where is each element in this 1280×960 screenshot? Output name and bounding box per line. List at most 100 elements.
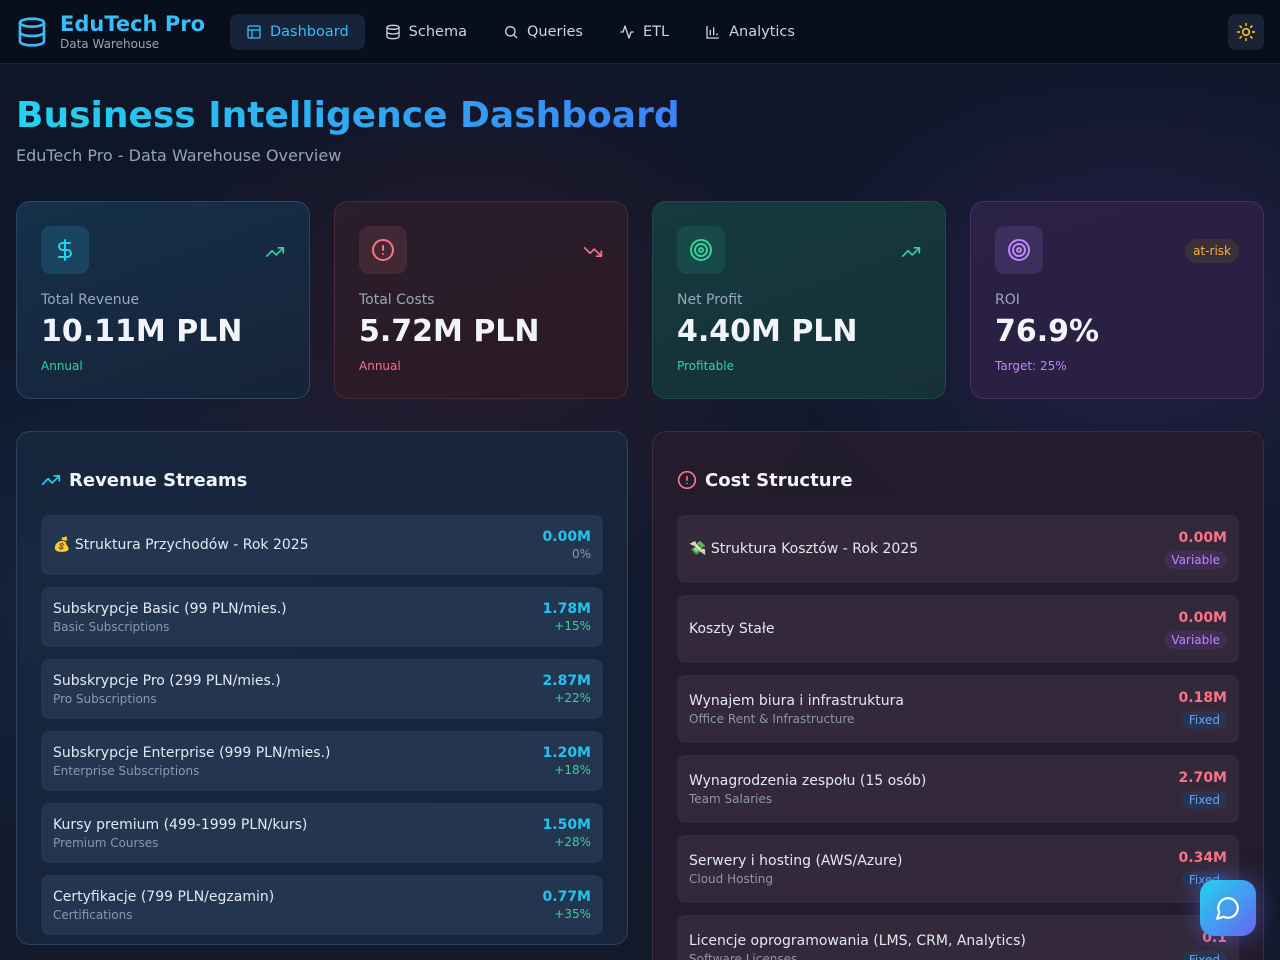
- kpi-footer: Annual: [359, 359, 401, 373]
- item-name: Serwery i hosting (AWS/Azure): [689, 852, 903, 869]
- list-item[interactable]: Subskrypcje Basic (99 PLN/mies.) Basic Su…: [41, 587, 603, 647]
- kpi-card-revenue: Total Revenue 10.11M PLN Annual: [16, 201, 310, 399]
- list-item[interactable]: Licencje oprogramowania (LMS, CRM, Analy…: [677, 915, 1239, 960]
- item-amount: 1.20M: [542, 745, 591, 761]
- alert-circle-icon: [677, 470, 697, 490]
- list-item[interactable]: Koszty Stałe 0.00M Variable: [677, 595, 1239, 663]
- item-name: Subskrypcje Pro (299 PLN/mies.): [53, 672, 281, 689]
- item-amount: 1.50M: [542, 817, 591, 833]
- nav-schema-label: Schema: [408, 23, 467, 40]
- item-name: Kursy premium (499-1999 PLN/kurs): [53, 816, 308, 833]
- item-amount: 0.18M: [1178, 690, 1227, 706]
- nav-queries[interactable]: Queries: [487, 14, 599, 50]
- kpi-card-roi: at-risk ROI 76.9% Target: 25%: [970, 201, 1264, 399]
- nav-analytics[interactable]: Analytics: [689, 14, 811, 50]
- page-title: Business Intelligence Dashboard: [16, 95, 680, 136]
- list-item[interactable]: Subskrypcje Enterprise (999 PLN/mies.) En…: [41, 731, 603, 791]
- chat-button[interactable]: [1200, 880, 1256, 936]
- theme-toggle-button[interactable]: [1228, 14, 1264, 50]
- item-subtitle: Premium Courses: [53, 835, 159, 850]
- target-icon: [690, 239, 712, 261]
- kpi-value: 5.72M PLN: [359, 314, 540, 349]
- list-item[interactable]: Serwery i hosting (AWS/Azure) Cloud Hosti…: [677, 835, 1239, 903]
- kpi-label: Total Costs: [359, 292, 435, 308]
- database-icon: [386, 24, 400, 39]
- list-item[interactable]: Certyfikacje (799 PLN/egzamin) Certificat…: [41, 875, 603, 935]
- kpi-value: 4.40M PLN: [677, 314, 858, 349]
- item-subtitle: Office Rent & Infrastructure: [689, 711, 855, 726]
- item-amount: 0.00M: [1178, 530, 1227, 546]
- item-name: Licencje oprogramowania (LMS, CRM, Analy…: [689, 932, 1026, 949]
- dollar-icon: [58, 239, 72, 261]
- cost-type-tag: Fixed: [1181, 791, 1227, 809]
- nav-dashboard-label: Dashboard: [270, 23, 349, 40]
- kpi-card-profit: Net Profit 4.40M PLN Profitable: [652, 201, 946, 399]
- item-name: 💸 Struktura Kosztów - Rok 2025: [689, 541, 919, 557]
- item-subtitle: Software Licenses: [689, 951, 798, 960]
- item-change: +35%: [554, 907, 591, 921]
- item-name: Wynajem biura i infrastruktura: [689, 692, 904, 709]
- item-amount: 1.78M: [542, 601, 591, 617]
- nav-queries-label: Queries: [526, 23, 583, 40]
- cost-type-tag: Variable: [1164, 551, 1227, 569]
- message-circle-icon: [1216, 897, 1239, 920]
- bar-chart-icon: [706, 25, 720, 39]
- page-subtitle: EduTech Pro - Data Warehouse Overview: [16, 146, 342, 165]
- sun-icon: [1236, 22, 1256, 42]
- brand[interactable]: EduTech Pro Data Warehouse: [16, 12, 230, 52]
- list-item[interactable]: 💰 Struktura Przychodów - Rok 2025 0.00M 0…: [41, 515, 603, 575]
- search-icon: [504, 25, 518, 38]
- list-item[interactable]: Wynagrodzenia zespołu (15 osób) Team Sala…: [677, 755, 1239, 823]
- item-name: Subskrypcje Basic (99 PLN/mies.): [53, 600, 287, 617]
- list-item[interactable]: Subskrypcje Pro (299 PLN/mies.) Pro Subsc…: [41, 659, 603, 719]
- item-subtitle: Basic Subscriptions: [53, 619, 170, 634]
- item-subtitle: Cloud Hosting: [689, 871, 773, 886]
- item-subtitle: Enterprise Subscriptions: [53, 763, 200, 778]
- kpi-card-costs: Total Costs 5.72M PLN Annual: [334, 201, 628, 399]
- nav-etl[interactable]: ETL: [603, 14, 685, 50]
- item-amount: 0.77M: [542, 889, 591, 905]
- cost-type-tag: Fixed: [1181, 711, 1227, 729]
- item-amount: 0.00M: [1178, 610, 1227, 626]
- item-change: +18%: [554, 763, 591, 777]
- cost-type-tag: Variable: [1164, 631, 1227, 649]
- item-name: Wynagrodzenia zespołu (15 osób): [689, 772, 927, 789]
- list-item[interactable]: 💸 Struktura Kosztów - Rok 2025 0.00M Vari…: [677, 515, 1239, 583]
- list-item[interactable]: Wynajem biura i infrastruktura Office Ren…: [677, 675, 1239, 743]
- trending-up-icon: [41, 475, 61, 485]
- item-subtitle: Team Salaries: [689, 791, 773, 806]
- trending-up-icon: [265, 247, 285, 257]
- item-change: 0%: [571, 547, 591, 561]
- kpi-footer: Target: 25%: [995, 359, 1067, 373]
- kpi-footer: Annual: [41, 359, 83, 373]
- cost-structure-panel: Cost Structure 💸 Struktura Kosztów - Rok…: [652, 431, 1264, 960]
- item-change: +28%: [554, 835, 591, 849]
- brand-title: EduTech Pro: [60, 11, 205, 36]
- list-item[interactable]: Kursy premium (499-1999 PLN/kurs) Premium…: [41, 803, 603, 863]
- panel-title: Revenue Streams: [69, 469, 248, 491]
- nav-dashboard[interactable]: Dashboard: [230, 13, 365, 50]
- database-icon: [18, 16, 46, 47]
- nav-analytics-label: Analytics: [729, 23, 795, 40]
- item-name: Certyfikacje (799 PLN/egzamin): [53, 888, 275, 905]
- revenue-streams-panel: Revenue Streams 💰 Struktura Przychodów -…: [16, 431, 628, 945]
- kpi-value: 10.11M PLN: [41, 314, 243, 349]
- nav-schema[interactable]: Schema: [369, 14, 483, 50]
- item-subtitle: Certifications: [53, 907, 133, 922]
- item-amount: 0.00M: [542, 529, 591, 545]
- nav-etl-label: ETL: [642, 23, 670, 40]
- cost-type-tag: Fixed: [1181, 951, 1227, 960]
- trending-up-icon: [901, 247, 921, 257]
- item-subtitle: Pro Subscriptions: [53, 691, 157, 706]
- alert-circle-icon: [372, 239, 394, 261]
- kpi-label: Total Revenue: [41, 292, 140, 308]
- item-amount: 2.87M: [542, 673, 591, 689]
- item-change: +15%: [554, 619, 591, 633]
- status-badge: at-risk: [1185, 239, 1239, 263]
- kpi-value: 76.9%: [995, 314, 1100, 349]
- item-name: 💰 Struktura Przychodów - Rok 2025: [53, 537, 309, 553]
- trending-down-icon: [583, 247, 603, 257]
- brand-subtitle: Data Warehouse: [60, 36, 160, 51]
- top-navbar: EduTech Pro Data Warehouse Dashboard Sch…: [0, 0, 1280, 64]
- layout-icon: [247, 24, 261, 39]
